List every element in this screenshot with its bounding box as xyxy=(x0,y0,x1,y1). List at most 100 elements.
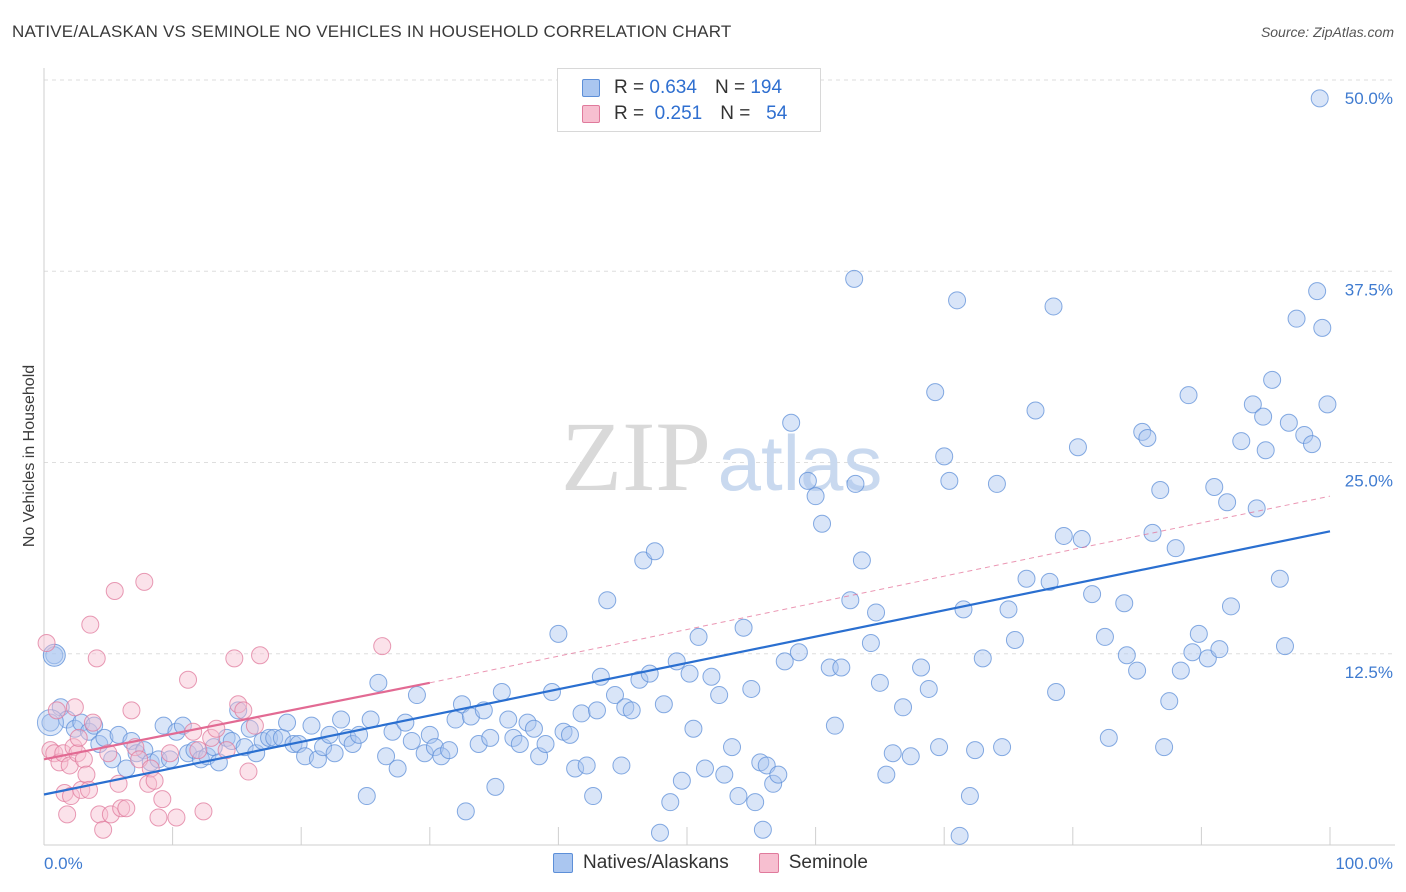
data-point-natives xyxy=(702,667,721,686)
data-point-natives xyxy=(1138,429,1157,448)
data-point-seminole xyxy=(149,808,168,827)
data-point-seminole xyxy=(105,582,124,601)
data-point-natives xyxy=(1166,539,1185,558)
data-point-natives xyxy=(729,787,748,806)
data-point-seminole xyxy=(145,771,164,790)
data-point-natives xyxy=(587,701,606,720)
data-point-natives xyxy=(1095,627,1114,646)
y-axis-label: No Vehicles in Household xyxy=(21,365,38,547)
trend-line-natives xyxy=(43,530,1331,796)
data-point-natives xyxy=(769,765,788,784)
data-point-natives xyxy=(240,719,259,738)
bottom-legend-label-natives: Natives/Alaskans xyxy=(583,852,729,873)
data-point-natives xyxy=(950,826,969,845)
data-point-natives xyxy=(577,756,596,775)
data-point-natives xyxy=(1243,395,1262,414)
data-point-natives xyxy=(912,658,931,677)
data-point-natives xyxy=(499,710,518,729)
data-point-natives xyxy=(1310,89,1329,108)
data-point-seminole xyxy=(373,637,392,656)
data-point-natives xyxy=(999,600,1018,619)
data-point-natives xyxy=(425,738,444,757)
data-point-natives xyxy=(825,716,844,735)
data-point-natives xyxy=(1171,661,1190,680)
data-point-natives xyxy=(486,777,505,796)
data-point-seminole xyxy=(217,741,236,760)
data-point-natives xyxy=(1263,370,1282,389)
data-point-natives xyxy=(260,728,279,747)
data-point-natives xyxy=(846,474,865,493)
data-point-natives xyxy=(640,664,659,683)
data-point-seminole xyxy=(37,634,56,653)
data-point-natives xyxy=(1151,481,1170,500)
data-point-natives xyxy=(510,735,529,754)
data-point-seminole xyxy=(58,805,77,824)
data-point-seminole xyxy=(47,701,66,720)
data-point-natives xyxy=(369,673,388,692)
data-point-seminole xyxy=(65,698,84,717)
data-point-natives xyxy=(377,747,396,766)
data-point-seminole xyxy=(207,719,226,738)
data-point-natives xyxy=(1270,569,1289,588)
legend-r-label: R = xyxy=(614,103,645,124)
data-point-natives xyxy=(841,591,860,610)
data-point-natives xyxy=(612,756,631,775)
data-point-natives xyxy=(1256,441,1275,460)
data-point-natives xyxy=(650,823,669,842)
data-point-natives xyxy=(993,738,1012,757)
data-point-natives xyxy=(1302,435,1321,454)
data-point-seminole xyxy=(117,799,136,818)
data-point-natives xyxy=(1099,728,1118,747)
data-point-seminole xyxy=(94,820,113,839)
data-point-natives xyxy=(948,291,967,310)
data-point-seminole xyxy=(112,799,131,818)
data-point-seminole xyxy=(83,713,102,732)
x-tick-label: 0.0% xyxy=(44,854,83,873)
data-point-seminole xyxy=(225,649,244,668)
data-point-natives xyxy=(689,627,708,646)
watermark: ZIP atlas xyxy=(561,401,882,512)
data-point-natives xyxy=(343,735,362,754)
data-point-natives xyxy=(332,710,351,729)
data-point-natives xyxy=(1068,438,1087,457)
data-point-natives xyxy=(645,542,664,561)
data-point-natives xyxy=(536,735,555,754)
data-point-natives xyxy=(388,759,407,778)
data-point-natives xyxy=(935,447,954,466)
data-point-natives xyxy=(357,787,376,806)
data-point-seminole xyxy=(81,615,100,634)
data-point-natives xyxy=(572,704,591,723)
data-point-seminole xyxy=(167,808,186,827)
data-point-seminole xyxy=(251,646,270,665)
data-point-natives xyxy=(1183,643,1202,662)
data-point-natives xyxy=(1040,572,1059,591)
data-point-natives xyxy=(1221,597,1240,616)
data-point-natives xyxy=(1308,282,1327,301)
data-point-natives xyxy=(775,652,794,671)
data-point-seminole xyxy=(69,728,88,747)
data-point-natives xyxy=(798,471,817,490)
legend-r-value: 0.251 xyxy=(654,103,703,124)
data-point-natives xyxy=(235,738,254,757)
bottom-legend-swatch-seminole xyxy=(758,853,779,873)
data-point-seminole xyxy=(99,744,118,763)
axes xyxy=(43,68,1395,846)
data-point-natives xyxy=(1115,594,1134,613)
data-point-natives xyxy=(1247,499,1266,518)
x-tick-label: 100.0% xyxy=(1335,854,1393,873)
data-point-natives xyxy=(1218,493,1237,512)
data-point-natives xyxy=(940,471,959,490)
data-point-natives xyxy=(42,643,66,667)
data-point-natives xyxy=(901,747,920,766)
y-tick-label: 12.5% xyxy=(1345,663,1393,682)
data-point-natives xyxy=(524,719,543,738)
data-point-seminole xyxy=(135,572,154,591)
data-point-seminole xyxy=(62,787,81,806)
bottom-legend-seminole: Seminole xyxy=(758,852,868,874)
data-point-natives xyxy=(229,701,248,720)
grid-lines xyxy=(44,79,1395,655)
data-point-natives xyxy=(630,670,649,689)
data-point-natives xyxy=(1205,477,1224,496)
data-point-natives xyxy=(217,728,236,747)
data-point-natives xyxy=(1155,738,1174,757)
